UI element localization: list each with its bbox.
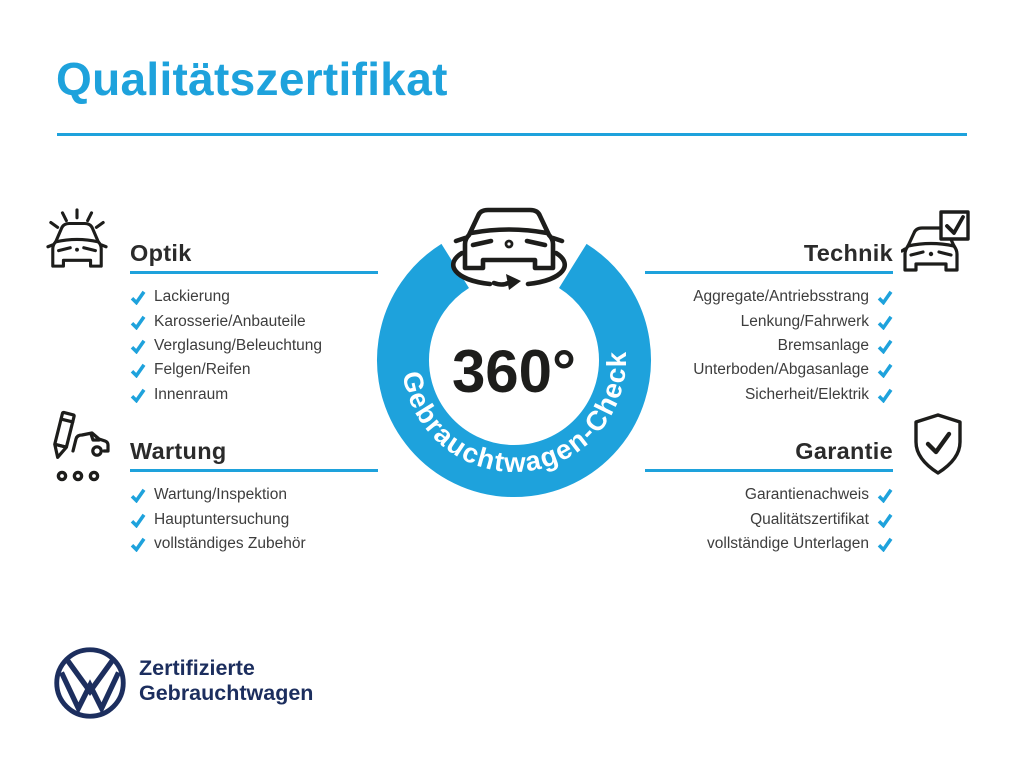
- badge-degree-label: 360°: [452, 338, 576, 405]
- item-label: Aggregate/Antriebsstrang: [693, 288, 869, 306]
- section-wartung-title: Wartung: [130, 438, 227, 464]
- page-title: Qualitätszertifikat: [56, 53, 448, 105]
- check-mark-icon: [877, 388, 893, 403]
- check-mark-icon: [877, 537, 893, 552]
- check-mark-icon: [877, 364, 893, 379]
- check-mark-icon: [130, 537, 146, 552]
- checklist-item: Karosserie/Anbauteile: [130, 309, 378, 333]
- checklist-item: Garantienachweis: [645, 483, 893, 507]
- checklist-item: vollständige Unterlagen: [645, 532, 893, 556]
- garantie-checklist: Garantienachweis Qualitätszertifikat vol…: [645, 483, 893, 556]
- item-label: Lenkung/Fahrwerk: [740, 312, 869, 330]
- item-label: Hauptuntersuchung: [154, 510, 290, 528]
- check-mark-icon: [877, 513, 893, 528]
- checklist-item: Qualitätszertifikat: [645, 507, 893, 531]
- checklist-item: Sicherheit/Elektrik: [645, 383, 893, 407]
- item-label: Verglasung/Beleuchtung: [154, 336, 323, 354]
- item-label: vollständige Unterlagen: [707, 534, 869, 552]
- section-wartung: Wartung Wartung/Inspektion Hauptuntersuc…: [130, 438, 378, 556]
- technik-checklist: Aggregate/Antriebsstrang Lenkung/Fahrwer…: [645, 285, 893, 407]
- section-garantie: Garantie Garantienachweis Qualitätszerti…: [645, 438, 893, 556]
- checklist-item: Hauptuntersuchung: [130, 507, 378, 531]
- check-mark-icon: [130, 388, 146, 403]
- car-checkbox-icon: [901, 210, 970, 272]
- checklist-item: Felgen/Reifen: [130, 358, 378, 382]
- service-checklist-icon: [53, 410, 110, 482]
- checklist-item: Unterboden/Abgasanlage: [645, 358, 893, 382]
- title-underline: [57, 133, 967, 136]
- item-label: Lackierung: [154, 288, 230, 306]
- checklist-item: Wartung/Inspektion: [130, 483, 378, 507]
- vw-logo-icon: [54, 647, 126, 719]
- section-underline: [645, 469, 893, 472]
- section-technik: Technik Aggregate/Antriebsstrang Lenkung…: [645, 240, 893, 407]
- item-label: Wartung/Inspektion: [154, 486, 287, 504]
- item-label: Karosserie/Anbauteile: [154, 312, 306, 330]
- checklist-item: vollständiges Zubehör: [130, 532, 378, 556]
- section-optik-title: Optik: [130, 240, 192, 266]
- car-shine-icon: [46, 208, 108, 268]
- checklist-item: Innenraum: [130, 383, 378, 407]
- section-underline: [130, 469, 378, 472]
- check-mark-icon: [877, 488, 893, 504]
- checklist-item: Lenkung/Fahrwerk: [645, 309, 893, 333]
- badge-360-check: 360° Gebrauchtwagen-Check: [377, 207, 651, 498]
- checklist-item: Aggregate/Antriebsstrang: [645, 285, 893, 309]
- checklist-item: Bremsanlage: [645, 334, 893, 358]
- check-mark-icon: [130, 364, 146, 379]
- footer-claim-line2: Gebrauchtwagen: [139, 680, 314, 705]
- item-label: Sicherheit/Elektrik: [744, 385, 869, 403]
- car-360-rotation-icon: [451, 207, 567, 290]
- item-label: vollständiges Zubehör: [154, 534, 306, 552]
- section-underline: [645, 271, 893, 274]
- check-mark-icon: [130, 315, 146, 330]
- item-label: Felgen/Reifen: [154, 361, 251, 379]
- check-mark-icon: [877, 339, 893, 354]
- wartung-checklist: Wartung/Inspektion Hauptuntersuchung vol…: [130, 483, 378, 556]
- badge-ring: [377, 243, 651, 498]
- checklist-item: Verglasung/Beleuchtung: [130, 334, 378, 358]
- section-underline: [130, 271, 378, 274]
- shield-check-icon: [914, 413, 962, 475]
- item-label: Garantienachweis: [744, 486, 869, 504]
- section-technik-title: Technik: [803, 240, 893, 266]
- check-mark-icon: [130, 488, 146, 504]
- checklist-item: Lackierung: [130, 285, 378, 309]
- check-mark-icon: [877, 290, 893, 306]
- check-mark-icon: [130, 513, 146, 528]
- item-label: Qualitätszertifikat: [750, 510, 869, 528]
- optik-checklist: Lackierung Karosserie/Anbauteile Verglas…: [130, 285, 378, 407]
- item-label: Unterboden/Abgasanlage: [693, 361, 869, 379]
- footer-claim: Zertifizierte Gebrauchtwagen: [139, 656, 313, 705]
- check-mark-icon: [130, 290, 146, 306]
- section-optik: Optik Lackierung Karosserie/Anbauteile V…: [130, 240, 378, 407]
- footer-claim-line1: Zertifizierte: [139, 656, 255, 680]
- check-mark-icon: [877, 315, 893, 330]
- section-garantie-title: Garantie: [795, 438, 893, 464]
- item-label: Innenraum: [154, 385, 229, 403]
- check-mark-icon: [130, 339, 146, 354]
- item-label: Bremsanlage: [777, 336, 869, 354]
